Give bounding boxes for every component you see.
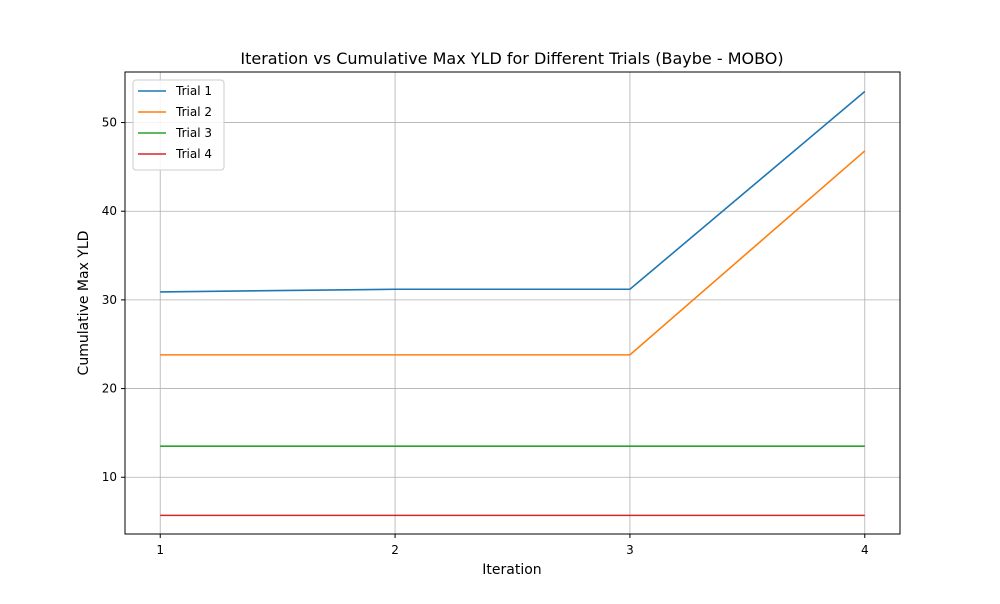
y-tick-label: 50 <box>102 116 117 130</box>
chart-title: Iteration vs Cumulative Max YLD for Diff… <box>240 49 783 68</box>
series-lines <box>160 90 866 517</box>
legend-label: Trial 1 <box>175 84 212 98</box>
x-tick-label: 1 <box>156 543 164 557</box>
y-tick-label: 10 <box>102 470 117 484</box>
legend-box <box>132 79 225 171</box>
y-tick-label: 20 <box>102 382 117 396</box>
legend: Trial 1 Trial 2 Trial 3 Trial 4 <box>132 79 225 171</box>
x-tick-label: 3 <box>626 543 634 557</box>
plot-area-frame <box>124 71 901 535</box>
series-line-trial-2 <box>160 150 866 356</box>
y-axis-label: Cumulative Max YLD <box>76 231 92 376</box>
grid-lines <box>125 72 900 534</box>
y-tick-label: 30 <box>102 293 117 307</box>
legend-label: Trial 3 <box>175 126 212 140</box>
series-line-trial-1 <box>160 90 866 293</box>
x-tick-label: 2 <box>391 543 399 557</box>
legend-label: Trial 2 <box>175 105 212 119</box>
axes: 1 2 3 4 10 20 30 40 50 <box>102 116 869 557</box>
legend-label: Trial 4 <box>175 147 212 161</box>
x-tick-label: 4 <box>861 543 869 557</box>
x-axis-label: Iteration <box>482 562 541 578</box>
y-tick-label: 40 <box>102 204 117 218</box>
